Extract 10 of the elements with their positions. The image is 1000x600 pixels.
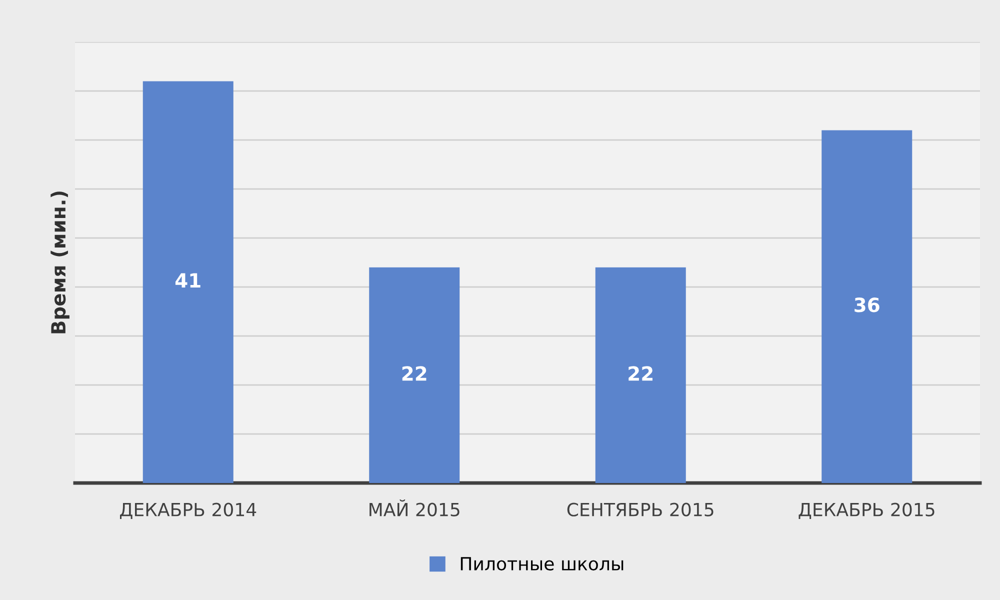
x-tick-label: МАЙ 2015 (370, 499, 460, 516)
data-label: 36 (854, 298, 880, 312)
x-tick-label: ДЕКАБРЬ 2014 (120, 502, 256, 519)
data-label: 41 (175, 273, 200, 288)
data-label: 22 (402, 366, 426, 381)
x-tick-label: СЕНТЯБРЬ 2015 (567, 502, 714, 516)
y-axis-title: Время (мин.) (50, 192, 70, 334)
x-tick-label: ДЕКАБРЬ 2015 (798, 502, 934, 519)
legend-label: Пилотные школы (460, 557, 624, 571)
data-label: 22 (628, 366, 652, 381)
